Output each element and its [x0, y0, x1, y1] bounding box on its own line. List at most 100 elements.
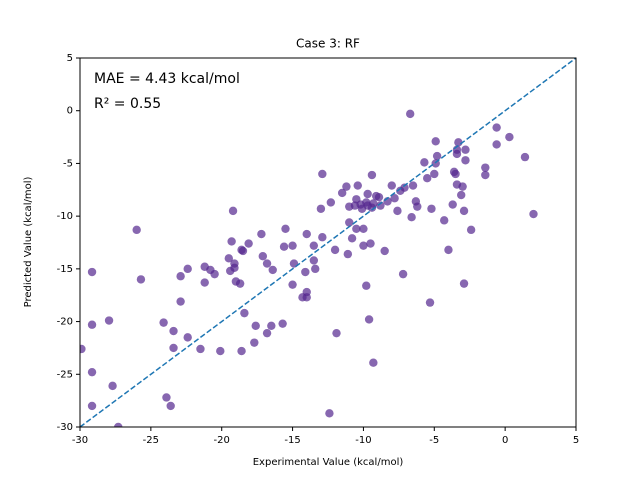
point: [162, 393, 171, 402]
point: [367, 170, 377, 180]
point: [176, 272, 185, 281]
point: [244, 239, 253, 248]
x-axis-label: Experimental Value (kcal/mol): [253, 457, 404, 468]
y-tick-label: -5: [63, 158, 73, 169]
point: [278, 319, 287, 328]
point: [104, 316, 114, 325]
point: [196, 344, 205, 354]
point: [407, 212, 416, 222]
point: [250, 338, 259, 347]
point: [363, 189, 372, 199]
plot-frame: [79, 57, 577, 428]
point: [302, 229, 311, 239]
point: [330, 245, 340, 255]
point: [457, 190, 466, 200]
y-tick-label: -10: [57, 211, 73, 222]
point: [430, 169, 439, 179]
point: [440, 216, 449, 225]
x-tick-label: -20: [214, 435, 230, 446]
point: [87, 367, 97, 377]
point: [376, 201, 385, 210]
point: [318, 233, 327, 242]
point: [288, 280, 297, 289]
y-tick-label: 5: [67, 53, 73, 64]
x-tick-label: 0: [502, 435, 508, 446]
point: [301, 267, 310, 277]
point: [353, 181, 362, 190]
point: [268, 265, 277, 275]
point: [342, 182, 351, 191]
y-tick-label: -15: [57, 264, 73, 275]
point: [228, 206, 238, 216]
y-axis-label: Predicted Value (kcal/mol): [23, 177, 34, 308]
point: [364, 315, 374, 324]
point: [316, 204, 326, 213]
point: [267, 321, 276, 330]
point: [238, 246, 248, 256]
point: [459, 279, 469, 288]
point: [505, 132, 514, 142]
annotation: R² = 0.55: [94, 96, 161, 112]
x-tick-label: -10: [355, 435, 371, 446]
point: [413, 202, 422, 211]
point: [176, 297, 185, 306]
point: [210, 269, 219, 279]
point: [262, 328, 272, 338]
point: [87, 401, 97, 411]
identity-line: [79, 57, 577, 428]
point: [332, 328, 341, 338]
point: [347, 234, 357, 243]
point: [337, 188, 347, 198]
point: [366, 239, 375, 248]
point: [427, 204, 436, 213]
point: [136, 275, 146, 284]
point: [224, 254, 233, 263]
x-tick-label: -15: [284, 435, 300, 446]
y-tick-label: -25: [57, 369, 73, 380]
point: [461, 145, 470, 154]
point: [251, 321, 260, 330]
point: [380, 246, 389, 256]
point: [461, 156, 470, 165]
point: [288, 241, 297, 250]
point: [309, 241, 319, 250]
point: [258, 252, 268, 261]
point: [369, 199, 378, 208]
point: [87, 320, 97, 329]
point: [235, 279, 245, 288]
point: [393, 206, 402, 216]
point: [448, 200, 457, 209]
x-tick-label: -25: [143, 435, 159, 446]
point: [492, 123, 501, 132]
point: [387, 181, 396, 190]
point: [326, 198, 336, 207]
point: [432, 151, 442, 161]
point: [114, 422, 123, 427]
chart-title: Case 3: RF: [296, 37, 360, 51]
point: [466, 225, 476, 235]
point: [359, 224, 368, 233]
point: [87, 267, 97, 277]
point: [431, 137, 440, 146]
point: [183, 264, 192, 274]
point: [451, 169, 460, 179]
point: [459, 206, 469, 216]
point: [240, 308, 249, 318]
point: [359, 241, 368, 250]
x-tick-label: 5: [573, 435, 579, 446]
point: [374, 192, 384, 202]
point: [166, 401, 175, 411]
point: [398, 269, 408, 279]
point: [420, 158, 429, 167]
point: [318, 169, 327, 179]
point: [400, 183, 409, 192]
point: [405, 109, 415, 119]
x-tick-label: -30: [72, 435, 88, 446]
point: [369, 358, 378, 367]
point: [390, 194, 399, 203]
point: [423, 173, 432, 183]
x-tick-label: -5: [429, 435, 439, 446]
point: [169, 343, 178, 353]
y-tick-label: -20: [57, 317, 73, 328]
